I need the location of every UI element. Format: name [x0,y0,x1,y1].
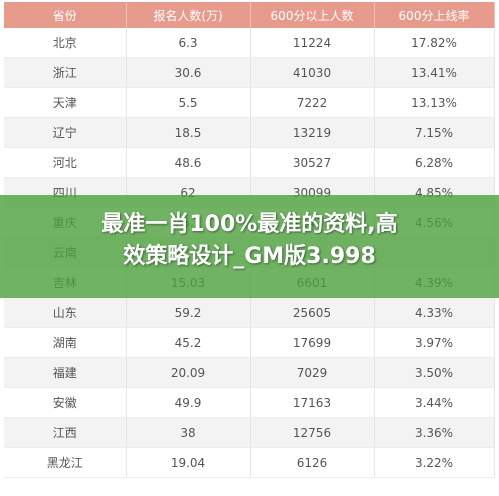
cell-above-600: 17163 [250,387,375,418]
header-above-600: 600分以上人数 [250,2,375,28]
cell-province: 湖南 [4,327,127,358]
cell-rate: 3.50% [374,357,495,388]
table-row: 山东 59.2 25605 4.33% [4,297,495,328]
cell-above-600: 7029 [250,357,375,388]
cell-applicants: 45.2 [126,327,251,358]
overlay-banner [0,195,499,298]
cell-applicants: 6.3 [126,28,251,58]
cell-rate: 3.44% [374,387,495,418]
table-row: 湖南 45.2 17699 3.97% [4,327,495,358]
headline-line-2: 效策略设计_GM版3.998 [123,244,376,269]
table-header-row: 省份 报名人数(万) 600分以上人数 600分上线率 [4,2,495,28]
cell-rate: 3.22% [374,447,495,478]
table-row: 安徽 49.9 17163 3.44% [4,387,495,418]
cell-province: 江西 [4,417,127,448]
header-rate: 600分上线率 [374,2,495,28]
cell-rate: 7.15% [374,117,495,148]
table-row: 北京 6.3 11224 17.82% [4,28,495,58]
overlay-headline: 最准一肖100%最准的资料,高 效策略设计_GM版3.998 [0,209,499,273]
cell-rate: 4.33% [374,297,495,328]
cell-applicants: 20.09 [126,357,251,388]
cell-rate: 3.36% [374,417,495,448]
cell-applicants: 18.5 [126,117,251,148]
table-row: 江西 38 12756 3.36% [4,417,495,448]
cell-province: 辽宁 [4,117,127,148]
cell-above-600: 6126 [250,447,375,478]
table-row: 浙江 30.6 41030 13.41% [4,57,495,88]
table-row: 天津 5.5 7222 13.13% [4,87,495,118]
cell-above-600: 7222 [250,87,375,118]
cell-province: 河北 [4,147,127,178]
cell-above-600: 11224 [250,28,375,58]
cell-above-600: 17699 [250,327,375,358]
cell-rate: 6.28% [374,147,495,178]
cell-applicants: 5.5 [126,87,251,118]
cell-above-600: 25605 [250,297,375,328]
headline-line-1: 最准一肖100%最准的资料,高 [101,212,398,237]
cell-applicants: 59.2 [126,297,251,328]
cell-applicants: 30.6 [126,57,251,88]
header-applicants: 报名人数(万) [126,2,251,28]
table-row: 福建 20.09 7029 3.50% [4,357,495,388]
cell-rate: 3.97% [374,327,495,358]
cell-province: 山东 [4,297,127,328]
cell-above-600: 30527 [250,147,375,178]
cell-province: 浙江 [4,57,127,88]
cell-province: 福建 [4,357,127,388]
cell-rate: 13.13% [374,87,495,118]
cell-province: 北京 [4,28,127,58]
cell-province: 安徽 [4,387,127,418]
cell-applicants: 49.9 [126,387,251,418]
cell-province: 天津 [4,87,127,118]
header-province: 省份 [4,2,127,28]
cell-rate: 13.41% [374,57,495,88]
cell-above-600: 13219 [250,117,375,148]
table-row: 黑龙江 19.04 6126 3.22% [4,447,495,478]
cell-applicants: 19.04 [126,447,251,478]
cell-above-600: 41030 [250,57,375,88]
table-row: 辽宁 18.5 13219 7.15% [4,117,495,148]
cell-province: 黑龙江 [4,447,127,478]
cell-applicants: 38 [126,417,251,448]
table-row: 河北 48.6 30527 6.28% [4,147,495,178]
cell-applicants: 48.6 [126,147,251,178]
cell-rate: 17.82% [374,28,495,58]
cell-above-600: 12756 [250,417,375,448]
